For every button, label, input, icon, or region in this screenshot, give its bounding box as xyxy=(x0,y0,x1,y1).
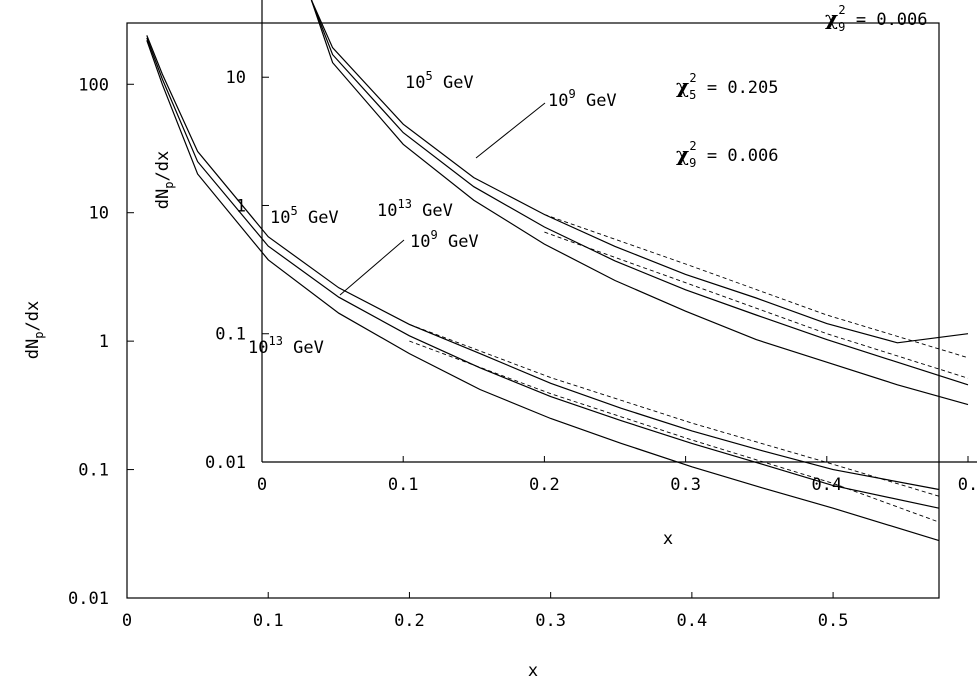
main-y-tick-label: 10 xyxy=(89,204,109,224)
inset-x-tick-label: 0 xyxy=(257,475,267,495)
inset-series-line-0 xyxy=(310,0,969,344)
inset-series-line-2 xyxy=(310,0,969,406)
main-x-tick-label: 0.3 xyxy=(535,611,566,631)
inset-annotation-1e13: 1013 GeV xyxy=(377,197,453,221)
inset-y-tick-label: 0.01 xyxy=(205,453,246,473)
main-series-line-1 xyxy=(146,37,940,509)
main-annotation-1e5: 105 GeV xyxy=(270,204,339,228)
chi-square-label-5: χ52 = 0.205 xyxy=(676,71,779,102)
inset-x-axis-title: x xyxy=(663,529,673,549)
inset-y-tick-label: 10 xyxy=(226,68,246,88)
inset-x-tick-label: 0. xyxy=(958,475,977,495)
inset-series-group xyxy=(310,0,969,406)
main-series-group xyxy=(146,35,940,542)
main-x-tick-label: 0.4 xyxy=(677,611,708,631)
inset-x-tick-label: 0.1 xyxy=(388,475,419,495)
main-y-tick-label: 0.01 xyxy=(68,589,109,609)
main-x-tick-label: 0 xyxy=(122,611,132,631)
chi-square-label-9: χ92 = 0.006 xyxy=(676,139,779,170)
inset-y-tick-label: 1 xyxy=(236,196,246,216)
main-x-axis-title: x xyxy=(528,661,538,681)
main-y-tick-label: 1 xyxy=(99,332,109,352)
inset-y-axis-title: dNp/dx xyxy=(153,151,176,209)
inset-chart: 0 0.1 0.2 0.3 0.4 0. 10 1 0.1 0.01 x dNp/dx 105 G… xyxy=(153,0,977,549)
main-annotation-1e9: 109 GeV xyxy=(410,228,479,252)
inset-x-tick-label: 0.4 xyxy=(811,475,842,495)
inset-x-tick-label: 0.3 xyxy=(670,475,701,495)
inset-y-tick-label: 0.1 xyxy=(215,325,246,345)
main-y-axis-title: dNp/dx xyxy=(23,301,46,359)
main-x-tick-label: 0.1 xyxy=(253,611,284,631)
main-series-line-4 xyxy=(409,340,940,523)
inset-annotation-1e5: 105 GeV xyxy=(405,69,474,93)
inset-series-line-4 xyxy=(544,231,969,379)
main-annotation-1e13: 1013 GeV xyxy=(248,334,324,358)
main-y-tick-label: 0.1 xyxy=(78,461,109,481)
main-plot-frame xyxy=(126,22,940,599)
main-annotation-arrow xyxy=(339,239,405,296)
main-series-line-2 xyxy=(146,40,940,542)
main-y-tick-label: 100 xyxy=(78,75,109,95)
main-series-line-0 xyxy=(146,35,940,491)
main-x-tick-label: 0.2 xyxy=(394,611,425,631)
main-series-line-3 xyxy=(409,323,940,497)
inset-series-line-3 xyxy=(544,214,969,359)
inset-x-tick-label: 0.2 xyxy=(529,475,560,495)
inset-axis-ticks: 0 0.1 0.2 0.3 0.4 0. 10 1 0.1 0.01 xyxy=(205,68,977,495)
main-x-tick-label: 0.5 xyxy=(818,611,849,631)
inset-annotation-arrow xyxy=(475,102,546,159)
inset-series-line-1 xyxy=(310,0,969,386)
chi-square-label-9-clipped: χ92 = 0.006 xyxy=(825,3,928,34)
inset-annotation-1e9: 109 GeV xyxy=(548,87,617,111)
